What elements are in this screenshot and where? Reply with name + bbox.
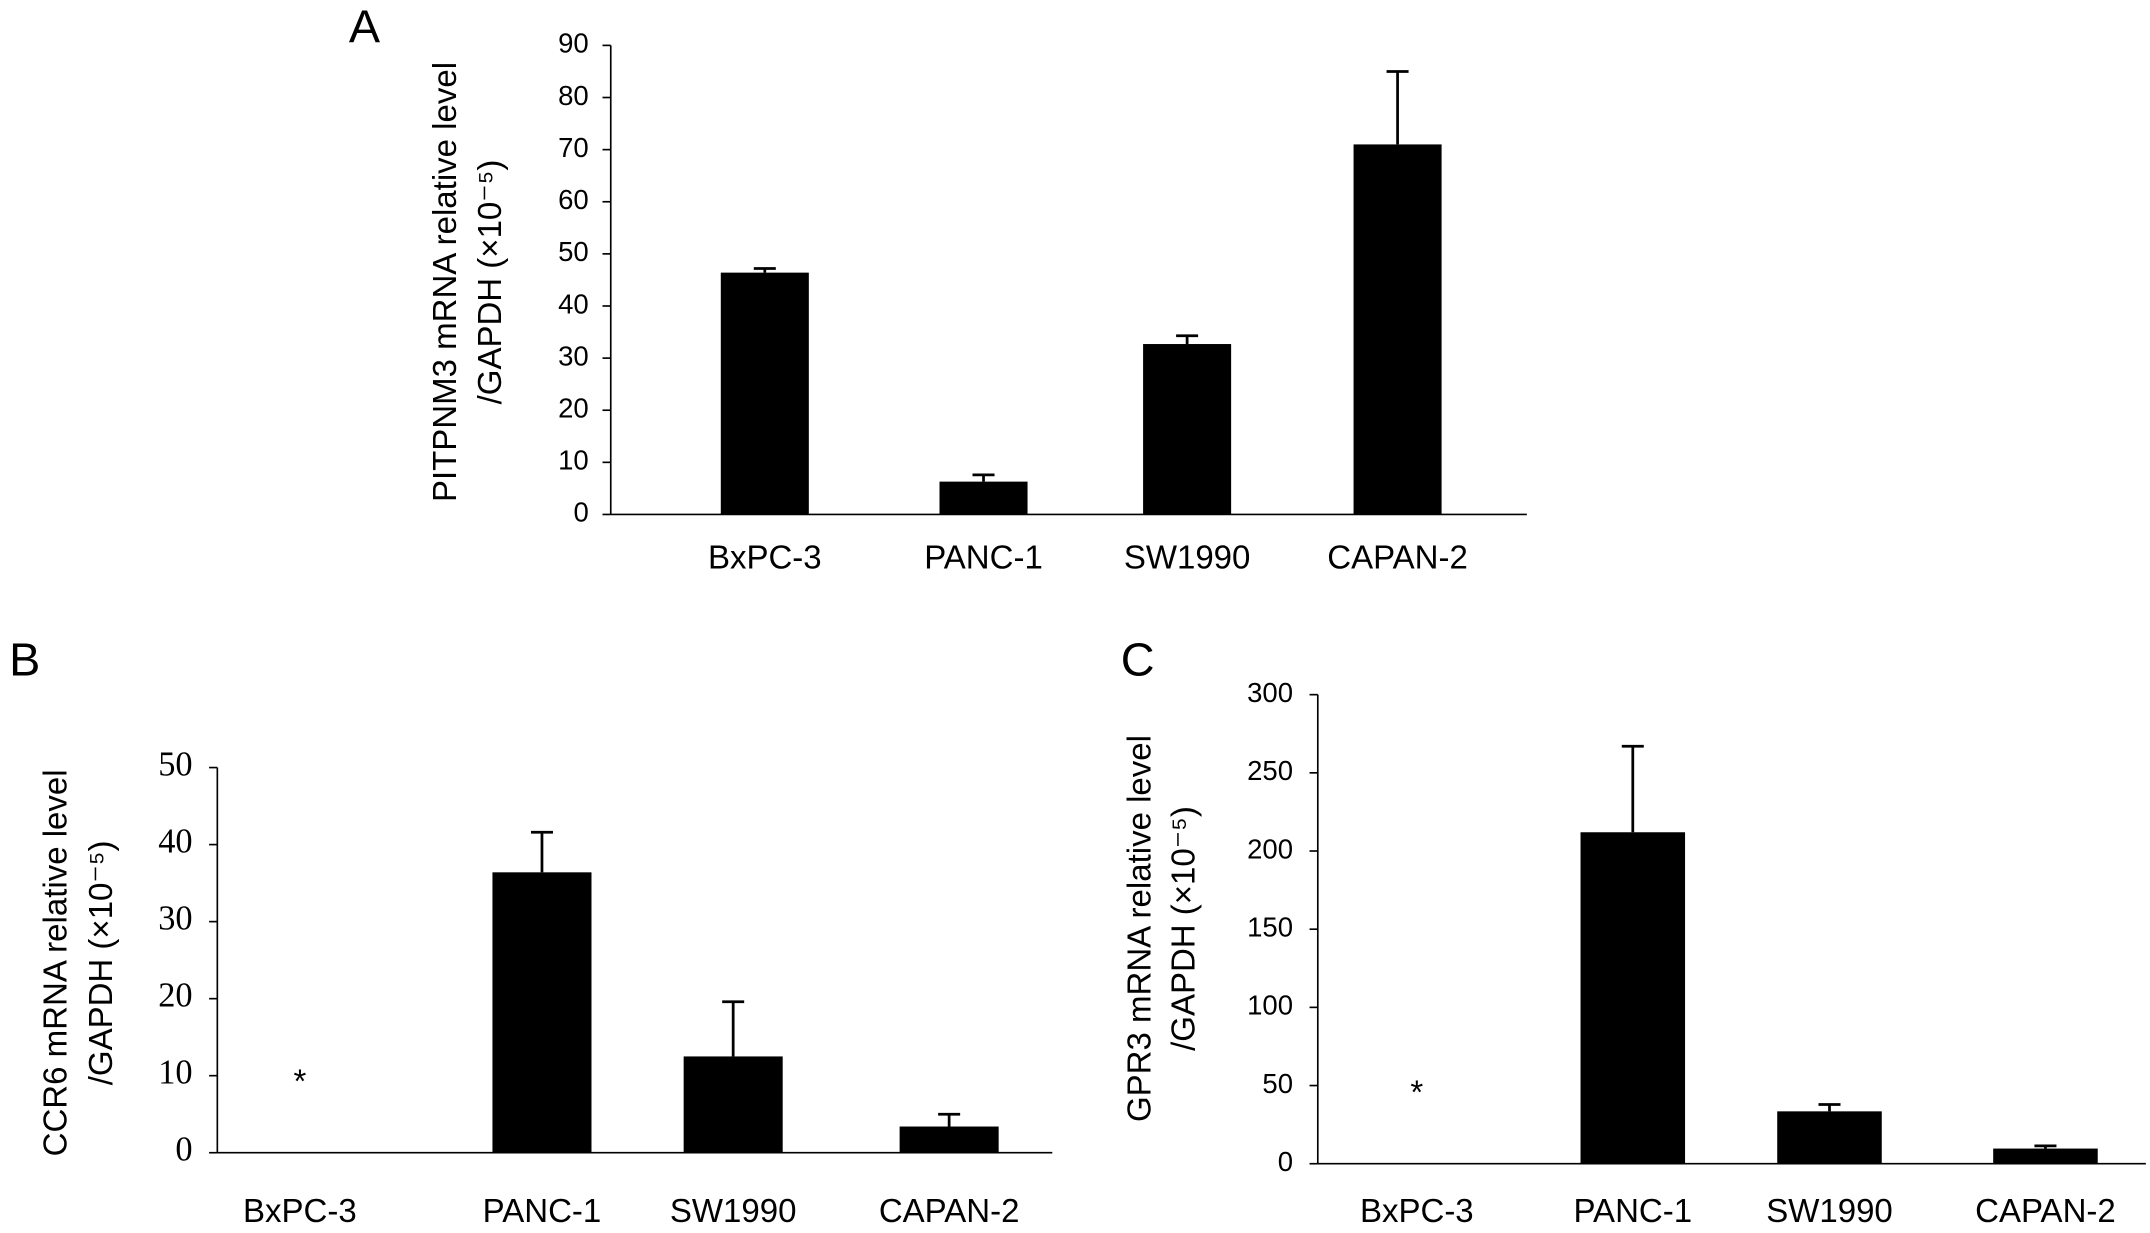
y-tick-label: 60 [558, 184, 589, 215]
y-tick-label: 20 [558, 392, 589, 423]
x-tick-label: PANC-1 [1574, 1192, 1693, 1229]
y-tick-label: 50 [1262, 1068, 1293, 1099]
bar [1580, 832, 1686, 1164]
bar [1777, 1111, 1882, 1164]
y-tick-label: 10 [558, 445, 589, 476]
error-bar [530, 830, 553, 873]
y-tick-label: 0 [573, 497, 588, 528]
bar [492, 872, 592, 1153]
panel-label: C [1121, 633, 1155, 685]
x-tick-label: BxPC-3 [708, 539, 822, 576]
annotation: * [1410, 1074, 1423, 1111]
y-axis-label: PITPNM3 mRNA relative level [426, 62, 463, 502]
x-tick-label: SW1990 [670, 1192, 797, 1229]
bar [939, 481, 1028, 515]
y-axis-label: /GAPDH (×10⁻⁵) [1164, 806, 1201, 1051]
y-tick-label: 20 [158, 977, 192, 1015]
y-tick-label: 40 [558, 288, 589, 319]
error-bar [1818, 1103, 1841, 1112]
y-tick-label: 70 [558, 132, 589, 163]
x-tick-label: BxPC-3 [243, 1192, 357, 1229]
y-axis-label: CCR6 mRNA relative level [36, 769, 73, 1156]
y-tick-label: 100 [1247, 990, 1293, 1021]
error-bar [1176, 334, 1199, 345]
x-tick-label: CAPAN-2 [1975, 1192, 2116, 1229]
y-tick-label: 0 [1278, 1146, 1293, 1177]
error-bar [2034, 1144, 2057, 1149]
y-tick-label: 90 [558, 28, 589, 59]
error-bar [753, 267, 776, 273]
y-tick-label: 0 [175, 1131, 192, 1169]
figure-group: A PITPNM3 mRNA relative level/GAPDH (×10⁻… [9, 1, 2146, 1229]
y-tick-label: 300 [1247, 677, 1293, 708]
x-tick-label: SW1990 [1124, 539, 1251, 576]
y-axis-label: /GAPDH (×10⁻⁵) [471, 160, 508, 405]
x-tick-label: SW1990 [1766, 1192, 1893, 1229]
y-axis-label: GPR3 mRNA relative level [1120, 735, 1157, 1122]
y-tick-label: 200 [1247, 833, 1293, 864]
y-tick-label: 150 [1247, 911, 1293, 942]
y-tick-label: 250 [1247, 755, 1293, 786]
error-bar [1621, 744, 1644, 833]
y-tick-label: 40 [158, 822, 192, 860]
panel-label: B [9, 633, 40, 685]
y-tick-label: 50 [558, 236, 589, 267]
bar [1993, 1148, 2098, 1164]
bar [720, 272, 809, 515]
x-tick-label: CAPAN-2 [879, 1192, 1020, 1229]
bar [1143, 344, 1232, 515]
y-tick-label: 80 [558, 80, 589, 111]
x-tick-label: BxPC-3 [1360, 1192, 1474, 1229]
y-tick-label: 30 [558, 340, 589, 371]
bar [899, 1126, 999, 1153]
error-bar [722, 1000, 745, 1057]
x-tick-label: CAPAN-2 [1327, 539, 1468, 576]
error-bar [938, 1112, 961, 1127]
x-tick-label: PANC-1 [924, 539, 1043, 576]
annotation: * [293, 1063, 306, 1100]
y-tick-label: 10 [158, 1054, 192, 1092]
y-tick-label: 50 [158, 745, 192, 783]
error-bar [972, 473, 995, 482]
bar [1353, 144, 1442, 515]
panel-label: A [349, 1, 381, 53]
error-bar [1386, 70, 1409, 145]
y-tick-label: 30 [158, 900, 192, 938]
bar [683, 1056, 783, 1153]
y-axis-label: /GAPDH (×10⁻⁵) [82, 841, 119, 1086]
x-tick-label: PANC-1 [483, 1192, 602, 1229]
